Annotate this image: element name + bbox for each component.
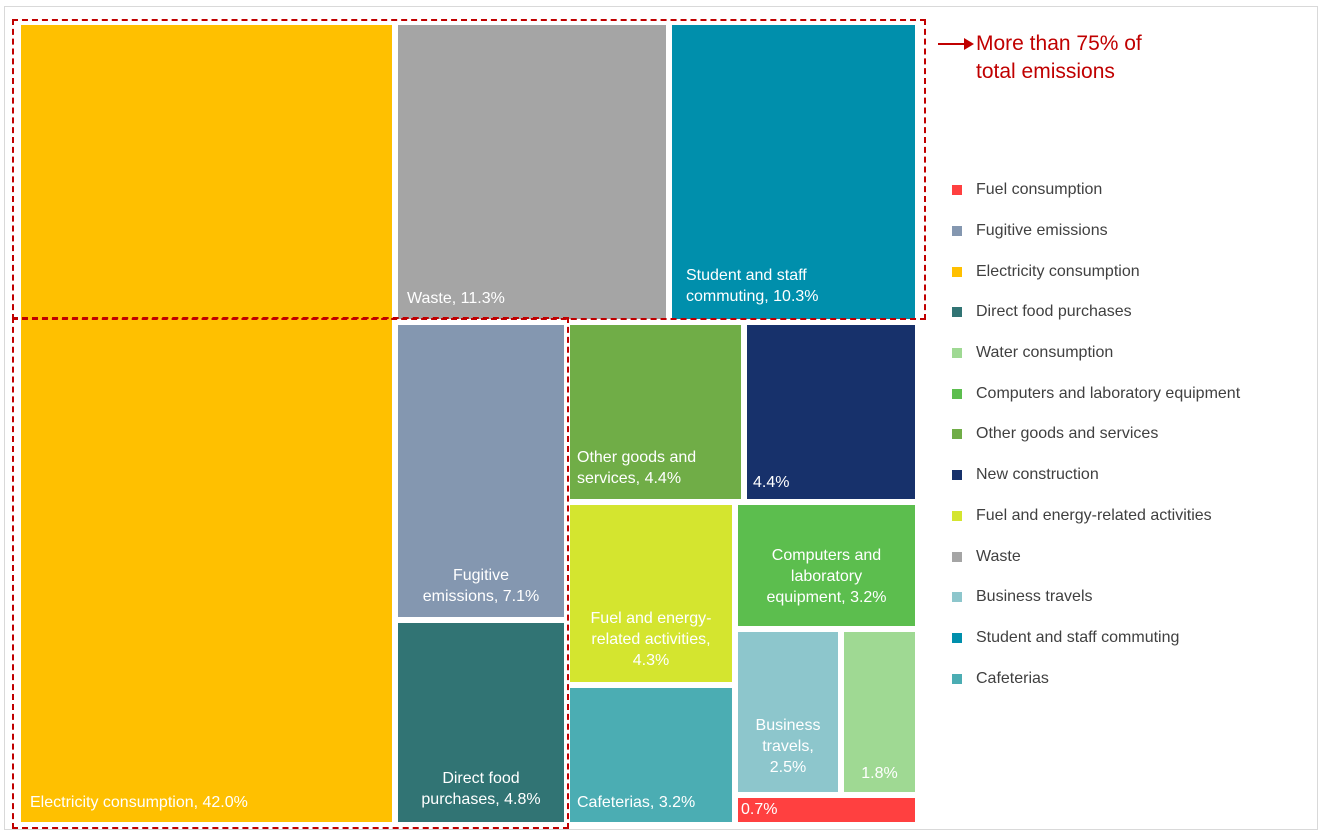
annotation: More than 75% of total emissions — [936, 30, 1206, 86]
legend: Fuel consumption Fugitive emissions Electr… — [952, 170, 1240, 699]
treemap-tile-food: Direct food purchases, 4.8% — [398, 623, 564, 822]
tile-label: Cafeterias, 3.2% — [577, 794, 696, 811]
legend-label: New construction — [976, 466, 1099, 484]
treemap-tile-computers: Computers and laboratory equipment, 3.2% — [738, 505, 915, 626]
legend-label: Cafeterias — [976, 669, 1049, 687]
legend-item: Business travels — [952, 577, 1240, 618]
tile-label: Business travels, 2.5% — [755, 717, 821, 776]
legend-swatch — [952, 551, 962, 562]
legend-swatch — [952, 348, 962, 359]
legend-item: Cafeterias — [952, 658, 1240, 699]
treemap-tile-electricity: Electricity consumption, 42.0% — [21, 25, 392, 822]
legend-item: Fugitive emissions — [952, 211, 1240, 252]
legend-swatch — [952, 429, 962, 440]
legend-item: Direct food purchases — [952, 292, 1240, 333]
legend-swatch — [952, 266, 962, 277]
legend-swatch — [952, 470, 962, 481]
tile-label: Electricity consumption, 42.0% — [30, 794, 248, 811]
legend-label: Electricity consumption — [976, 262, 1140, 280]
tile-label: Student and staff commuting, 10.3% — [686, 267, 819, 305]
legend-item: Student and staff commuting — [952, 618, 1240, 659]
treemap-tile-fuel: 0.7% — [738, 798, 915, 822]
tile-label: Other goods and services, 4.4% — [577, 449, 697, 487]
treemap-tile-water: 1.8% — [844, 632, 915, 792]
tile-label: 4.4% — [753, 474, 790, 491]
legend-label: Direct food purchases — [976, 303, 1132, 321]
legend-label: Waste — [976, 547, 1021, 565]
treemap-tile-cafeterias: Cafeterias, 3.2% — [570, 688, 732, 822]
legend-swatch — [952, 226, 962, 237]
legend-item: Fuel consumption — [952, 170, 1240, 211]
tile-label: Fuel and energy- related activities, 4.3… — [590, 610, 712, 669]
legend-item: Computers and laboratory equipment — [952, 373, 1240, 414]
legend-label: Computers and laboratory equipment — [976, 384, 1241, 402]
tile-label: 0.7% — [741, 801, 778, 818]
legend-item: New construction — [952, 455, 1240, 496]
tile-label: Fugitive emissions, 7.1% — [422, 567, 540, 605]
treemap-tile-business: Business travels, 2.5% — [738, 632, 838, 792]
legend-item: Fuel and energy-related activities — [952, 496, 1240, 537]
legend-swatch — [952, 388, 962, 399]
legend-swatch — [952, 185, 962, 196]
tile-label: Waste, 11.3% — [407, 290, 505, 307]
legend-swatch — [952, 510, 962, 521]
legend-label: Other goods and services — [976, 425, 1159, 443]
annotation-text: More than 75% of total emissions — [976, 32, 1142, 83]
legend-swatch — [952, 307, 962, 318]
tile-label: 1.8% — [861, 765, 898, 782]
legend-item: Other goods and services — [952, 414, 1240, 455]
treemap-tile-fuel-energy: Fuel and energy- related activities, 4.3… — [570, 505, 732, 682]
right-arrow-icon — [938, 38, 974, 50]
legend-item: Electricity consumption — [952, 251, 1240, 292]
legend-item: Waste — [952, 536, 1240, 577]
legend-item: Water consumption — [952, 333, 1240, 374]
treemap-tile-goods: Other goods and services, 4.4% — [570, 325, 741, 499]
treemap-tile-fugitive: Fugitive emissions, 7.1% — [398, 325, 564, 617]
tile-label: Direct food purchases, 4.8% — [421, 770, 541, 808]
legend-label: Fuel and energy-related activities — [976, 506, 1212, 524]
legend-label: Fuel consumption — [976, 181, 1103, 199]
treemap-tile-construction: 4.4% — [747, 325, 915, 499]
legend-label: Student and staff commuting — [976, 628, 1180, 646]
legend-swatch — [952, 632, 962, 643]
legend-label: Business travels — [976, 588, 1093, 606]
tile-label: Computers and laboratory equipment, 3.2% — [766, 547, 887, 606]
legend-label: Water consumption — [976, 344, 1114, 362]
legend-swatch — [952, 673, 962, 684]
treemap-tile-waste: Waste, 11.3% — [398, 25, 666, 319]
legend-label: Fugitive emissions — [976, 222, 1108, 240]
legend-swatch — [952, 592, 962, 603]
treemap-tile-commuting: Student and staff commuting, 10.3% — [672, 25, 915, 319]
